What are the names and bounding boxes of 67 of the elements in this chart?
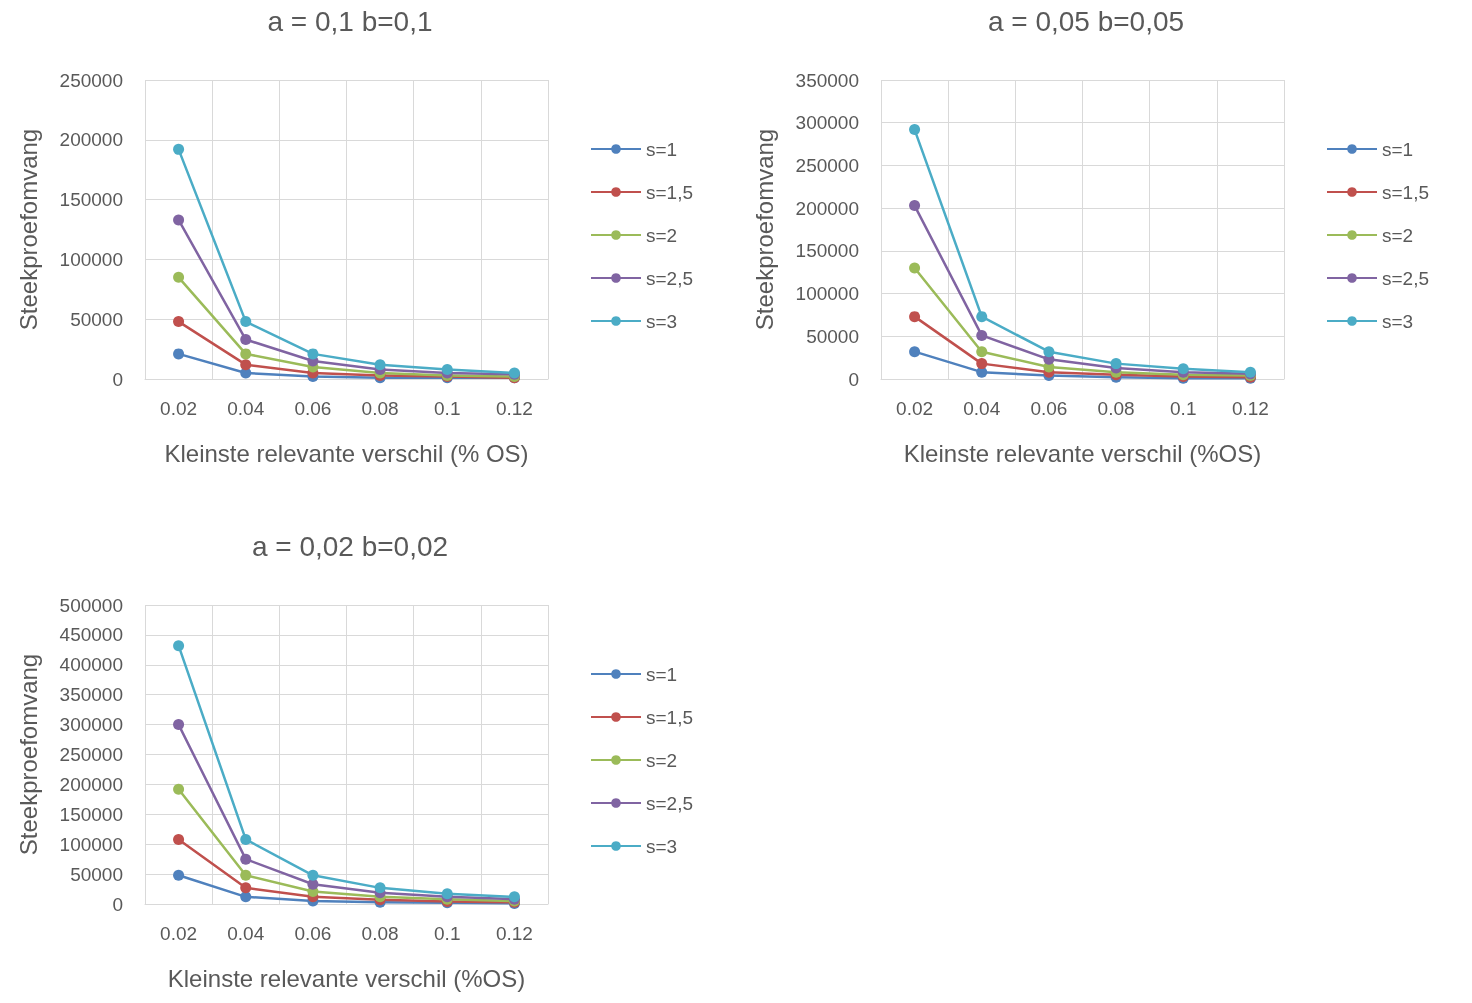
y-tick-label: 350000 (59, 684, 123, 706)
legend-label: s=3 (646, 835, 678, 857)
y-tick-label: 450000 (59, 624, 123, 646)
legend-label: s=2 (1382, 224, 1414, 246)
legend-label: s=3 (646, 310, 678, 332)
x-tick-label: 0.04 (227, 398, 265, 419)
y-tick-label: 150000 (59, 189, 123, 211)
x-tick-label: 0.02 (160, 398, 198, 419)
x-tick-label: 0.04 (963, 398, 1001, 419)
y-tick-label: 350000 (795, 69, 859, 91)
x-tick-label: 0.08 (361, 398, 399, 419)
y-tick-label: 200000 (59, 129, 123, 151)
legend-label: s=1,5 (646, 181, 694, 203)
y-tick-label: 200000 (795, 197, 859, 219)
y-tick-label: 50000 (806, 325, 859, 347)
chart-title: a = 0,02 b=0,02 (251, 530, 449, 562)
y-tick-label: 250000 (59, 69, 123, 91)
x-axis-title: Kleinste relevante verschil (%OS) (903, 439, 1262, 467)
y-axis-title: Steekproefomvang (14, 128, 42, 331)
chart-title: a = 0,05 b=0,05 (987, 5, 1185, 37)
x-tick-label: 0.06 (1030, 398, 1068, 419)
x-tick-label: 0.06 (294, 398, 332, 419)
legend-label: s=2,5 (646, 792, 694, 814)
legend-label: s=1 (646, 138, 678, 160)
x-tick-label: 0.08 (361, 923, 399, 944)
legend-label: s=1,5 (646, 706, 694, 728)
y-tick-label: 100000 (59, 248, 123, 270)
x-axis-title: Kleinste relevante verschil (% OS) (164, 439, 529, 467)
legend-label: s=2 (646, 749, 678, 771)
x-tick-label: 0.1 (434, 398, 461, 419)
y-tick-label: 150000 (59, 803, 123, 825)
x-tick-label: 0.08 (1097, 398, 1135, 419)
y-tick-label: 400000 (59, 654, 123, 676)
legend-label: s=1,5 (1382, 181, 1430, 203)
y-tick-label: 100000 (795, 283, 859, 305)
x-tick-label: 0.1 (1170, 398, 1197, 419)
x-tick-label: 0.12 (495, 923, 533, 944)
y-tick-label: 50000 (70, 863, 123, 885)
chart-title: a = 0,1 b=0,1 (267, 5, 433, 37)
y-tick-label: 250000 (795, 154, 859, 176)
x-tick-label: 0.06 (294, 923, 332, 944)
y-axis-title: Steekproefomvang (750, 128, 778, 331)
x-tick-label: 0.02 (160, 923, 198, 944)
legend-label: s=2,5 (646, 267, 694, 289)
legend-label: s=2 (646, 224, 678, 246)
y-axis-title: Steekproefomvang (14, 653, 42, 856)
y-tick-label: 50000 (70, 308, 123, 330)
y-tick-label: 500000 (59, 594, 123, 616)
x-tick-label: 0.1 (434, 923, 461, 944)
y-tick-label: 200000 (59, 773, 123, 795)
y-tick-label: 300000 (795, 112, 859, 134)
y-tick-label: 250000 (59, 744, 123, 765)
y-tick-label: 0 (112, 893, 123, 915)
x-tick-label: 0.12 (495, 398, 533, 419)
x-tick-label: 0.02 (896, 398, 934, 419)
y-tick-label: 100000 (59, 833, 123, 855)
y-tick-label: 300000 (59, 714, 123, 736)
x-axis-title: Kleinste relevante verschil (%OS) (167, 964, 526, 992)
y-tick-label: 0 (112, 368, 123, 390)
legend-label: s=2,5 (1382, 267, 1430, 289)
legend-label: s=1 (646, 663, 678, 685)
legend-label: s=1 (1382, 138, 1414, 160)
y-tick-label: 0 (848, 368, 859, 390)
x-tick-label: 0.12 (1231, 398, 1269, 419)
legend-label: s=3 (1382, 310, 1414, 332)
x-tick-label: 0.04 (227, 923, 265, 944)
y-tick-label: 150000 (795, 240, 859, 262)
